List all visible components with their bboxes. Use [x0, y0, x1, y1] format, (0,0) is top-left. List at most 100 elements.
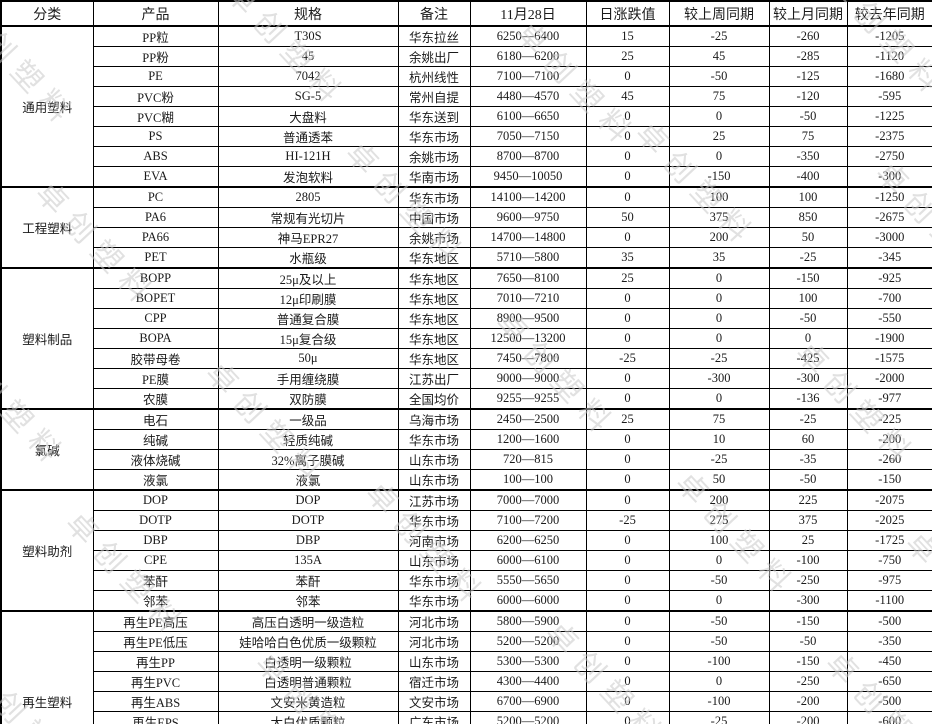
vs-last-week-cell: -25	[668, 25, 770, 47]
spec-cell: 高压白透明一级造粒	[217, 610, 399, 632]
vs-last-month-cell: -50	[768, 106, 848, 127]
spec-cell: 12μ印刷膜	[217, 288, 399, 309]
spec-cell: 液氯	[217, 469, 399, 491]
note-cell: 山东市场	[397, 469, 471, 491]
note-cell: 杭州线性	[397, 66, 471, 87]
product-cell: DOP	[92, 489, 219, 511]
table-row: 通用塑料 PP粒 T30S 华东拉丝 6250—6400 15 -25 -260 -1205	[0, 25, 932, 188]
vs-last-week-cell: 45	[668, 46, 770, 67]
vs-last-week-cell: 0	[668, 671, 770, 692]
table-row: PE 7042 杭州线性 7100—7100 0 -50 -125 -1680	[1, 66, 932, 87]
column-header: 分类	[0, 0, 94, 27]
column-header: 日涨跌值	[585, 0, 670, 27]
vs-last-month-cell: 0	[768, 328, 848, 349]
spec-cell: 双防膜	[217, 388, 399, 410]
vs-last-week-cell: -25	[668, 449, 770, 470]
spec-cell: 普通透苯	[217, 126, 399, 147]
vs-last-month-cell: -300	[768, 590, 848, 612]
price-range-cell: 5550—5650	[469, 570, 587, 591]
price-range-cell: 5800—5900	[469, 610, 587, 632]
note-cell: 华东地区	[397, 308, 471, 329]
vs-last-month-cell: -25	[768, 408, 848, 430]
column-header: 较去年同期	[846, 0, 932, 27]
daily-change-cell: 25	[585, 408, 670, 430]
vs-last-month-cell: -285	[768, 46, 848, 67]
table-row: 再生EPS 大白优质颗粒 广东市场 5200—5200 0 -25 -200 -600	[1, 711, 932, 724]
vs-last-week-cell: -25	[668, 348, 770, 369]
vs-last-year-cell: -500	[846, 610, 932, 632]
daily-change-cell: 35	[585, 247, 670, 269]
column-header: 备注	[397, 0, 471, 27]
note-cell: 文安市场	[397, 691, 471, 712]
vs-last-week-cell: -50	[668, 610, 770, 632]
table-row: EVA 发泡软料 华南市场 9450—10050 0 -150 -400 -300	[1, 166, 932, 188]
vs-last-week-cell: 100	[668, 186, 770, 208]
category-cell: 工程塑料	[0, 186, 94, 269]
note-cell: 华东拉丝	[397, 25, 471, 47]
note-cell: 华南市场	[397, 166, 471, 188]
product-cell: EVA	[92, 166, 219, 188]
vs-last-month-cell: -100	[768, 550, 848, 571]
vs-last-month-cell: -400	[768, 166, 848, 188]
vs-last-week-cell: -100	[668, 691, 770, 712]
product-cell: 再生ABS	[92, 691, 219, 712]
column-header: 较上周同期	[668, 0, 770, 27]
column-header: 规格	[217, 0, 399, 27]
vs-last-year-cell: -2075	[846, 489, 932, 511]
spec-cell: 45	[217, 46, 399, 67]
vs-last-year-cell: -1900	[846, 328, 932, 349]
vs-last-month-cell: -150	[768, 267, 848, 289]
vs-last-year-cell: -600	[846, 711, 932, 724]
daily-change-cell: 0	[585, 368, 670, 389]
daily-change-cell: 0	[585, 570, 670, 591]
table-row: 工程塑料 PC 2805 华东市场 14100—14200 0 100 100 -1250	[0, 186, 932, 269]
vs-last-week-cell: 10	[668, 429, 770, 450]
vs-last-year-cell: -2000	[846, 368, 932, 389]
note-cell: 华东市场	[397, 510, 471, 531]
vs-last-month-cell: -150	[768, 610, 848, 632]
price-range-cell: 9255—9255	[469, 388, 587, 410]
vs-last-year-cell: -1250	[846, 186, 932, 208]
table-row: PET 水瓶级 华东地区 5710—5800 35 35 -25 -345	[1, 247, 932, 269]
note-cell: 山东市场	[397, 550, 471, 571]
vs-last-week-cell: 0	[668, 388, 770, 410]
daily-change-cell: 0	[585, 146, 670, 167]
vs-last-year-cell: -350	[846, 631, 932, 652]
category-cell: 塑料助剂	[0, 489, 94, 612]
price-range-cell: 6100—6650	[469, 106, 587, 127]
price-range-cell: 8900—9500	[469, 308, 587, 329]
vs-last-month-cell: 850	[768, 207, 848, 228]
product-cell: 邻苯	[92, 590, 219, 612]
vs-last-month-cell: -136	[768, 388, 848, 410]
price-range-cell: 9600—9750	[469, 207, 587, 228]
table-row: 苯酐 苯酐 华东市场 5550—5650 0 -50 -250 -975	[1, 570, 932, 591]
price-range-cell: 7100—7100	[469, 66, 587, 87]
table-row: 胶带母卷 50μ 华东地区 7450—7800 -25 -25 -425 -1575	[1, 348, 932, 369]
spec-cell: 苯酐	[217, 570, 399, 591]
product-cell: 再生PP	[92, 651, 219, 672]
product-cell: PET	[92, 247, 219, 269]
spec-cell: 大盘料	[217, 106, 399, 127]
daily-change-cell: 0	[585, 186, 670, 208]
spec-cell: HI-121H	[217, 146, 399, 167]
product-cell: CPP	[92, 308, 219, 329]
table-row: 农膜 双防膜 全国均价 9255—9255 0 0 -136 -977	[1, 388, 932, 410]
vs-last-year-cell: -975	[846, 570, 932, 591]
vs-last-month-cell: 100	[768, 186, 848, 208]
vs-last-year-cell: -1225	[846, 106, 932, 127]
vs-last-year-cell: -3000	[846, 227, 932, 248]
table-row: 再生ABS 文安米黄造粒 文安市场 6700—6900 0 -100 -200 -500	[1, 691, 932, 712]
vs-last-week-cell: 275	[668, 510, 770, 531]
price-range-cell: 2450—2500	[469, 408, 587, 430]
note-cell: 余姚市场	[397, 146, 471, 167]
daily-change-cell: 0	[585, 106, 670, 127]
table-row: ABS HI-121H 余姚市场 8700—8700 0 0 -350 -2750	[1, 146, 932, 167]
spec-cell: 神马EPR27	[217, 227, 399, 248]
vs-last-month-cell: -35	[768, 449, 848, 470]
product-cell: PE	[92, 66, 219, 87]
note-cell: 华东地区	[397, 247, 471, 269]
daily-change-cell: 0	[585, 227, 670, 248]
product-cell: 液氯	[92, 469, 219, 491]
vs-last-year-cell: -300	[846, 166, 932, 188]
vs-last-month-cell: 100	[768, 288, 848, 309]
